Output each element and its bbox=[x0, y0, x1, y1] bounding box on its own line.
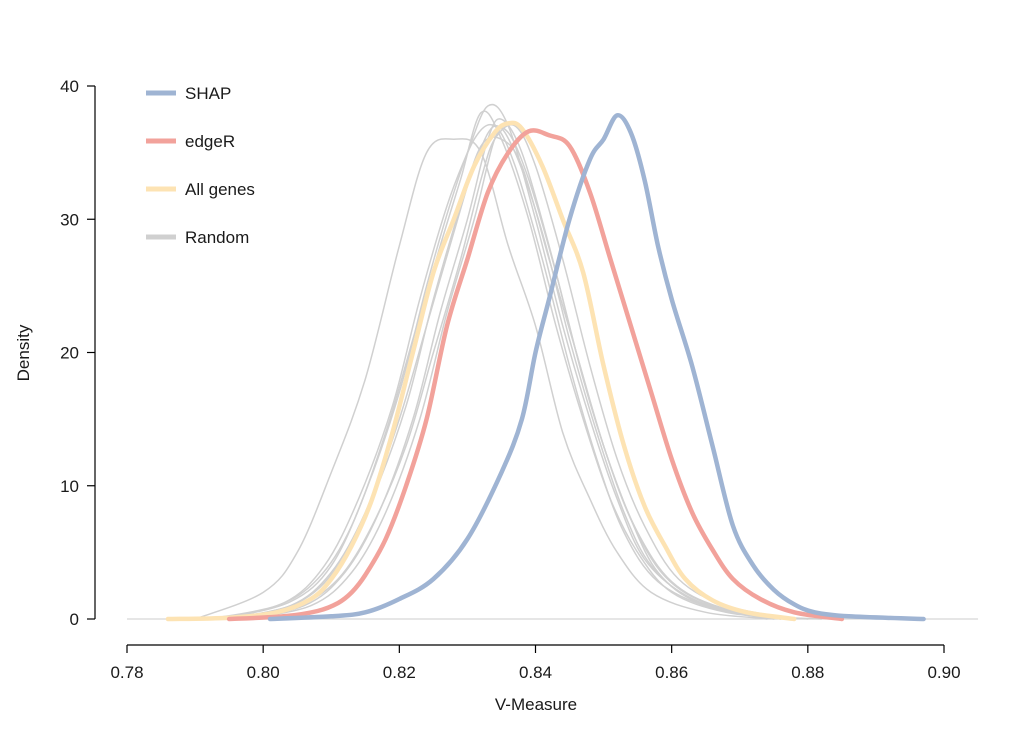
legend: SHAP edgeR All genes Random bbox=[146, 84, 255, 247]
x-tick-label: 0.78 bbox=[110, 663, 143, 682]
y-tick-label: 10 bbox=[60, 477, 79, 496]
legend-label-shap: SHAP bbox=[185, 84, 231, 103]
series-random-9 bbox=[228, 136, 782, 620]
legend-label-random: Random bbox=[185, 228, 249, 247]
x-tick-label: 0.80 bbox=[247, 663, 280, 682]
axes bbox=[94, 86, 944, 646]
y-tick-label: 20 bbox=[60, 344, 79, 363]
series-all-genes bbox=[165, 120, 797, 622]
x-tick-label: 0.82 bbox=[383, 663, 416, 682]
series-edger bbox=[226, 128, 845, 622]
legend-label-edger: edgeR bbox=[185, 132, 235, 151]
y-tick-label: 40 bbox=[60, 77, 79, 96]
series-shap bbox=[267, 113, 926, 622]
series-random-7 bbox=[221, 123, 782, 620]
y-tick-label: 30 bbox=[60, 210, 79, 229]
x-tick-label: 0.88 bbox=[791, 663, 824, 682]
series-random-6 bbox=[235, 118, 768, 620]
series-random-4 bbox=[214, 103, 809, 620]
x-tick-label: 0.90 bbox=[927, 663, 960, 682]
x-ticks: 0.78 0.80 0.82 0.84 0.86 0.88 0.90 bbox=[110, 645, 961, 682]
legend-label-all-genes: All genes bbox=[185, 180, 255, 199]
series-random-1 bbox=[194, 138, 775, 620]
x-tick-label: 0.86 bbox=[655, 663, 688, 682]
x-axis-title: V-Measure bbox=[495, 695, 577, 714]
series-random-3 bbox=[221, 125, 823, 620]
x-tick-label: 0.84 bbox=[519, 663, 552, 682]
y-ticks: 0 10 20 30 40 bbox=[60, 77, 95, 629]
y-tick-label: 0 bbox=[70, 610, 79, 629]
series-curves bbox=[127, 103, 979, 622]
y-axis-title: Density bbox=[14, 324, 33, 381]
series-random-8 bbox=[241, 127, 789, 620]
